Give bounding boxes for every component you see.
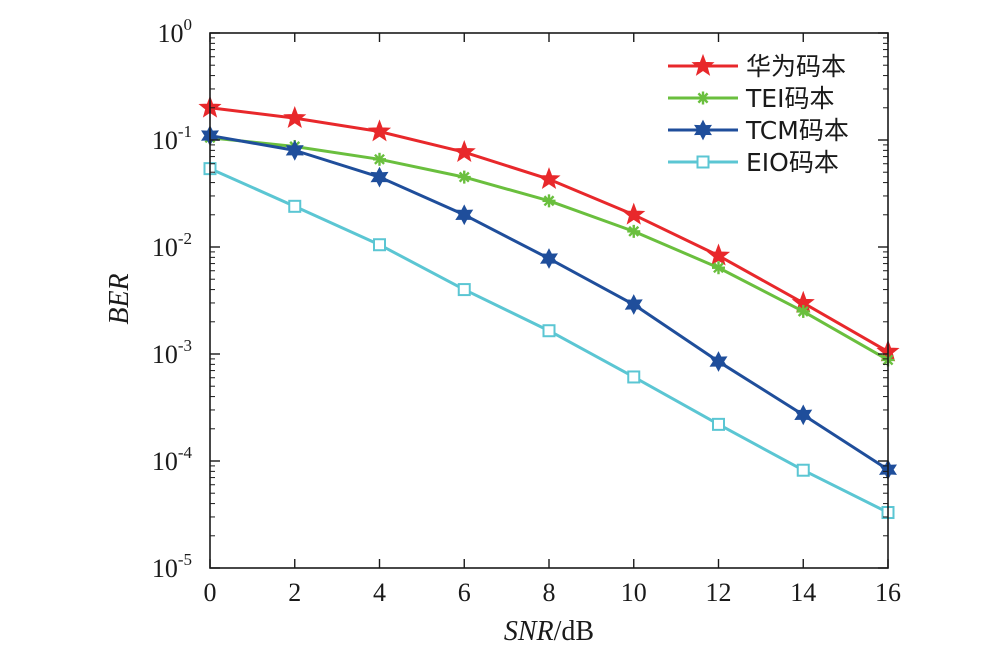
y-tick-label: 100 <box>158 15 193 48</box>
y-tick-exponent: -1 <box>178 122 192 141</box>
legend-label: TCM码本 <box>745 116 849 145</box>
y-tick-exponent: -2 <box>178 229 192 248</box>
data-point <box>622 202 646 225</box>
y-tick-base: 10 <box>152 554 178 583</box>
series-line <box>209 167 889 514</box>
x-axis-label: SNR/dB <box>504 616 594 647</box>
legend-entry: TCM码本 <box>668 116 849 145</box>
y-tick-label: 10-1 <box>152 122 192 155</box>
data-point <box>712 417 725 431</box>
y-tick-label: 10-3 <box>152 336 192 369</box>
y-tick-exponent: -5 <box>178 550 192 569</box>
data-point <box>627 370 641 384</box>
asterisk-stroke <box>374 153 385 165</box>
legend-marker <box>694 119 712 141</box>
y-tick-base: 10 <box>152 126 178 155</box>
legend-label: TEI码本 <box>745 84 834 113</box>
data-point <box>709 351 728 372</box>
legend: 华为码本 TEI码本 TCM码本 EIO码本 <box>668 52 849 177</box>
y-tick-base: 10 <box>152 340 178 369</box>
y-tick-exponent: -4 <box>178 443 193 462</box>
data-point <box>542 194 556 208</box>
x-axis-label-unit: /dB <box>554 616 594 647</box>
y-tick-exponent: -3 <box>178 336 192 355</box>
y-tick-base: 10 <box>152 233 178 262</box>
data-point <box>796 463 810 477</box>
x-tick-label: 2 <box>288 578 301 607</box>
legend-marker <box>691 53 715 76</box>
data-point <box>537 167 561 190</box>
data-point <box>627 224 641 238</box>
data-point <box>706 243 731 266</box>
y-tick-base: 10 <box>158 19 184 48</box>
data-point <box>624 294 643 315</box>
data-point <box>367 119 392 142</box>
legend-entry: TEI码本 <box>668 84 834 113</box>
x-tick-label: 8 <box>543 578 556 607</box>
series-4 <box>203 162 895 520</box>
legend-entry: 华为码本 <box>668 52 846 81</box>
data-point <box>712 261 725 275</box>
data-point <box>283 106 307 128</box>
data-point <box>285 140 304 161</box>
data-point <box>373 238 386 252</box>
data-point <box>542 324 556 338</box>
x-tick-label: 10 <box>621 578 647 607</box>
data-point <box>452 140 476 162</box>
y-tick-label: 10-2 <box>152 229 192 262</box>
data-point <box>457 170 471 184</box>
legend-entry: EIO码本 <box>668 148 839 177</box>
y-axis-label: BER <box>104 273 135 324</box>
x-tick-label: 14 <box>790 578 816 607</box>
legend-marker <box>696 91 710 105</box>
y-tick-exponent: 0 <box>184 15 193 34</box>
x-axis-label-variable: SNR <box>504 616 554 647</box>
x-tick-label: 0 <box>204 578 217 607</box>
asterisk-stroke <box>628 225 640 237</box>
asterisk-stroke <box>697 92 709 104</box>
y-tick-label: 10-4 <box>152 443 193 476</box>
data-point <box>540 248 558 269</box>
y-tick-label: 10-5 <box>152 550 192 583</box>
x-tick-label: 4 <box>373 578 386 607</box>
data-point <box>288 199 302 213</box>
data-point <box>796 304 810 318</box>
asterisk-stroke <box>713 262 724 274</box>
data-point <box>794 404 813 426</box>
legend-marker <box>696 155 710 169</box>
plot-frame <box>209 32 889 569</box>
data-point <box>370 166 389 188</box>
legend-label: EIO码本 <box>746 148 839 177</box>
asterisk-stroke <box>543 195 555 207</box>
data-point <box>455 204 474 226</box>
data-point <box>373 152 386 166</box>
data-point <box>457 283 471 297</box>
x-tick-label: 16 <box>875 578 901 607</box>
x-tick-label: 6 <box>458 578 471 607</box>
asterisk-stroke <box>797 305 809 317</box>
y-tick-base: 10 <box>152 447 178 476</box>
legend-label: 华为码本 <box>746 52 846 81</box>
x-tick-label: 12 <box>706 578 732 607</box>
asterisk-stroke <box>458 171 470 183</box>
